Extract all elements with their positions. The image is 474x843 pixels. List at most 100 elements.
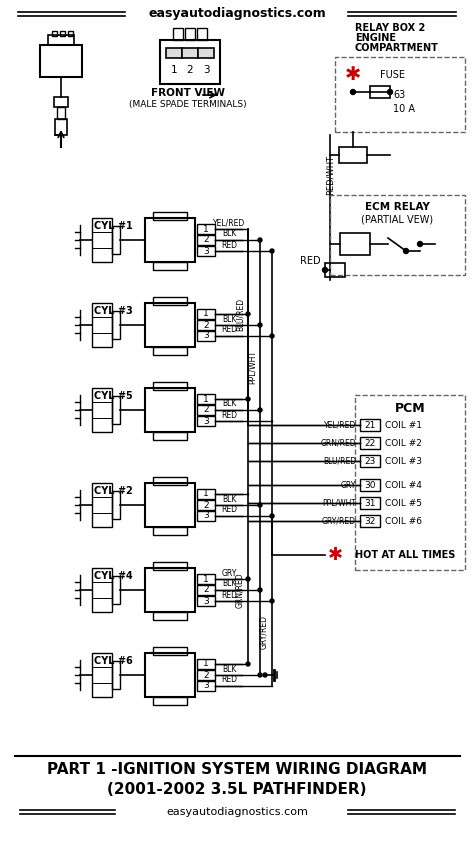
Text: 1: 1 xyxy=(203,574,209,583)
Bar xyxy=(92,653,112,697)
Bar xyxy=(153,477,187,485)
Circle shape xyxy=(388,89,392,94)
Bar xyxy=(197,331,215,341)
Text: BLK: BLK xyxy=(222,664,236,674)
Text: 2: 2 xyxy=(203,320,209,330)
Text: RED: RED xyxy=(221,411,237,420)
Text: YEL/RED: YEL/RED xyxy=(213,218,245,228)
Text: PPL/WHT: PPL/WHT xyxy=(322,498,356,507)
Text: BLK: BLK xyxy=(222,495,236,503)
Text: CYL #2: CYL #2 xyxy=(94,486,132,496)
Bar xyxy=(92,388,112,432)
Text: 1: 1 xyxy=(203,395,209,404)
Text: BLK: BLK xyxy=(222,229,236,239)
Bar xyxy=(112,226,120,254)
Bar xyxy=(54,97,68,107)
Text: PCM: PCM xyxy=(395,401,425,415)
Text: ✱: ✱ xyxy=(345,66,361,84)
Bar xyxy=(153,297,187,305)
Bar xyxy=(153,612,187,620)
Bar xyxy=(112,396,120,424)
Text: YEL/RED: YEL/RED xyxy=(324,421,356,429)
Text: CYL #4: CYL #4 xyxy=(94,571,132,581)
Bar xyxy=(145,483,195,527)
Circle shape xyxy=(258,238,262,242)
Text: 23: 23 xyxy=(365,457,376,465)
Bar xyxy=(153,697,187,705)
Text: ✱: ✱ xyxy=(328,546,343,564)
Text: 63: 63 xyxy=(393,90,405,100)
Text: COIL #5: COIL #5 xyxy=(385,498,422,507)
Bar xyxy=(360,515,380,527)
Bar xyxy=(325,263,345,277)
Bar xyxy=(92,568,112,612)
Circle shape xyxy=(258,408,262,412)
Text: RED: RED xyxy=(221,675,237,685)
Circle shape xyxy=(403,249,409,254)
Text: easyautodiagnostics.com: easyautodiagnostics.com xyxy=(166,807,308,817)
Circle shape xyxy=(418,241,422,246)
Circle shape xyxy=(246,662,250,666)
Bar xyxy=(197,405,215,415)
Bar xyxy=(145,218,195,262)
Bar xyxy=(370,86,390,98)
Bar xyxy=(355,395,465,570)
Bar xyxy=(153,212,187,220)
Bar xyxy=(112,576,120,604)
Text: 3: 3 xyxy=(203,246,209,255)
Bar xyxy=(197,489,215,499)
Bar xyxy=(360,479,380,491)
Bar xyxy=(173,28,183,40)
Bar xyxy=(112,311,120,339)
Bar xyxy=(360,437,380,449)
Text: 32: 32 xyxy=(365,517,376,525)
Text: COIL #3: COIL #3 xyxy=(385,457,422,465)
Bar xyxy=(340,233,370,255)
Text: 2: 2 xyxy=(203,235,209,244)
Circle shape xyxy=(246,577,250,581)
Text: 3: 3 xyxy=(203,512,209,520)
Bar xyxy=(145,653,195,697)
Text: COIL #1: COIL #1 xyxy=(385,421,422,429)
Text: 2: 2 xyxy=(203,586,209,594)
Bar xyxy=(92,483,112,527)
Text: 21: 21 xyxy=(365,421,376,429)
Bar xyxy=(153,647,187,655)
Bar xyxy=(185,28,195,40)
Bar xyxy=(55,119,67,135)
Bar xyxy=(153,382,187,390)
Text: PPL/WHT: PPL/WHT xyxy=(247,350,256,384)
Bar xyxy=(198,48,214,58)
Text: 2: 2 xyxy=(187,65,193,75)
Circle shape xyxy=(263,673,267,677)
Text: RED/WHT: RED/WHT xyxy=(326,155,335,195)
Bar xyxy=(160,40,220,84)
Text: RED: RED xyxy=(221,590,237,599)
Text: CYL #3: CYL #3 xyxy=(94,306,132,316)
Text: 22: 22 xyxy=(365,438,375,448)
Bar xyxy=(360,497,380,509)
Text: COIL #6: COIL #6 xyxy=(385,517,422,525)
Bar xyxy=(197,596,215,606)
Bar xyxy=(197,235,215,245)
Text: 30: 30 xyxy=(364,481,376,490)
Bar xyxy=(197,659,215,669)
Text: BLU/RED: BLU/RED xyxy=(236,298,245,330)
Circle shape xyxy=(270,599,274,603)
Bar xyxy=(40,45,82,77)
Text: 1: 1 xyxy=(171,65,177,75)
Bar xyxy=(182,48,198,58)
Text: CYL #6: CYL #6 xyxy=(94,656,132,666)
Text: easyautodiagnostics.com: easyautodiagnostics.com xyxy=(148,8,326,20)
Bar xyxy=(197,246,215,256)
Bar xyxy=(166,48,182,58)
Text: GRN/RED: GRN/RED xyxy=(236,572,245,608)
Circle shape xyxy=(270,334,274,338)
Text: 2: 2 xyxy=(203,405,209,415)
Text: COIL #4: COIL #4 xyxy=(385,481,422,490)
Bar xyxy=(197,681,215,691)
Text: CYL #1: CYL #1 xyxy=(94,221,132,231)
Bar xyxy=(112,491,120,519)
Text: 3: 3 xyxy=(203,681,209,690)
Text: (2001-2002 3.5L PATHFINDER): (2001-2002 3.5L PATHFINDER) xyxy=(107,781,367,797)
